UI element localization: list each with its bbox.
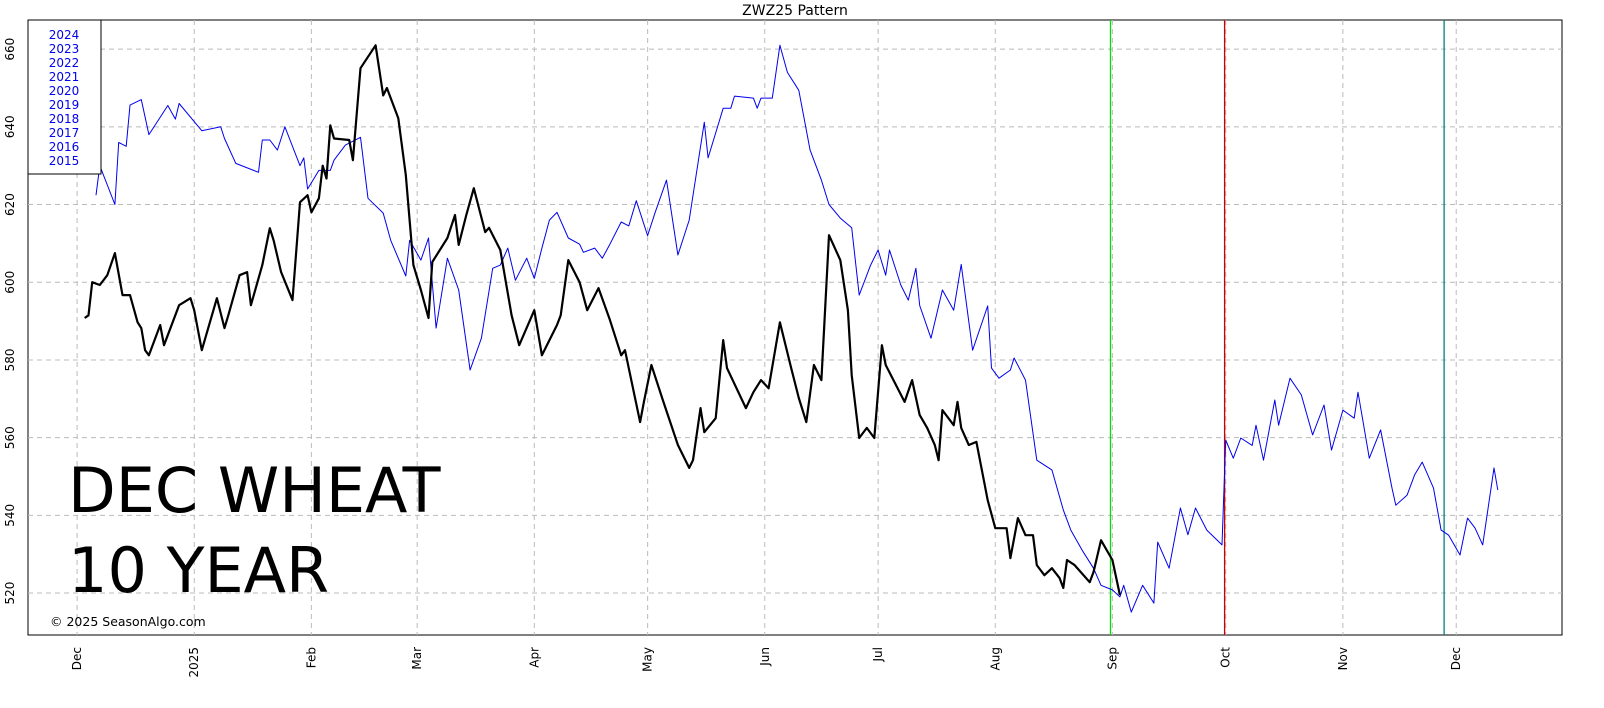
x-tick-label: Sep [1105,647,1119,670]
x-tick-label: Mar [410,647,424,670]
x-tick-label: May [641,647,655,672]
annotation: DEC WHEAT [68,454,442,527]
x-tick-label: Jul [871,647,885,662]
annotation: 10 YEAR [68,534,329,607]
x-tick-label: Dec [70,647,84,670]
legend-entry: 2015 [49,154,80,168]
y-tick-label: 540 [3,504,17,527]
legend-entry: 2023 [49,42,80,56]
x-tick-label: Aug [988,647,1002,670]
x-tick-label: Oct [1219,647,1233,668]
legend-entry: 2016 [49,140,80,154]
y-tick-label: 640 [3,115,17,138]
y-tick-label: 660 [3,38,17,61]
x-tick-label: Dec [1449,647,1463,670]
x-tick-label: 2025 [187,647,201,678]
legend-entry: 2018 [49,112,80,126]
y-tick-label: 520 [3,582,17,605]
legend-entry: 2022 [49,56,80,70]
x-tick-label: Nov [1336,647,1350,670]
x-tick-label: Feb [304,647,318,668]
x-tick-label: Jun [758,647,772,667]
y-tick-label: 560 [3,426,17,449]
plot-frame [27,19,1563,636]
series-line [84,44,1121,596]
y-tick-label: 580 [3,348,17,371]
y-tick-label: 620 [3,193,17,216]
legend-entry: 2020 [49,84,80,98]
legend-entry: 2019 [49,98,80,112]
x-tick-label: Apr [527,647,541,668]
legend-entry: 2024 [49,28,80,42]
series-line [95,44,1499,613]
credit: © 2025 SeasonAlgo.com [50,614,206,629]
legend-entry: 2017 [49,126,80,140]
legend-box [27,19,102,175]
y-tick-label: 600 [3,271,17,294]
legend-entry: 2021 [49,70,80,84]
chart-title: ZWZ25 Pattern [742,3,848,19]
